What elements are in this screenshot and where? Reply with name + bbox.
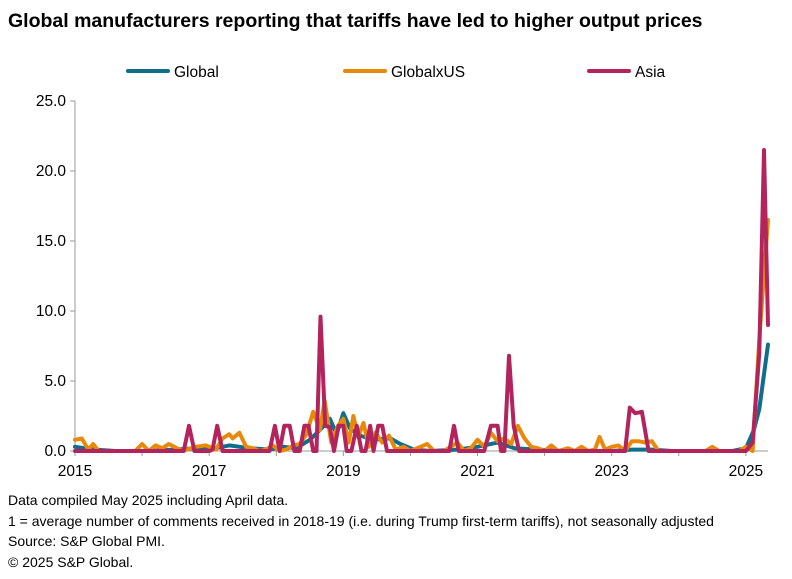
x-axis: 2015 2017 2019 2021 2023 2025 [58,450,768,480]
y-tick-label: 15.0 [36,233,67,250]
footnote-methodology: 1 = average number of comments received … [8,512,714,529]
footnote-source: Source: S&P Global PMI. [8,533,165,549]
x-tick-label: 2025 [729,463,763,480]
series-line-global [73,342,770,453]
y-tick-label: 0.0 [44,443,66,460]
legend-label-global: Global [174,64,219,81]
legend: Global GlobalxUS Asia [126,64,666,81]
x-tick-label: 2021 [460,463,494,480]
series-line-globalxus [73,218,770,453]
legend-label-asia: Asia [635,64,666,81]
line-chart: Global GlobalxUS Asia 0.0 5.0 10.0 15.0 20.0 25… [36,64,770,480]
x-tick-label: 2017 [192,463,226,480]
plot-area [73,148,770,453]
x-tick-label: 2019 [326,463,360,480]
y-tick-label: 25.0 [36,93,67,110]
y-tick-label: 5.0 [44,373,66,390]
legend-label-globalxus: GlobalxUS [391,64,465,81]
y-tick-label: 20.0 [36,163,67,180]
y-tick-label: 10.0 [36,303,67,320]
series-line-asia [73,148,770,453]
x-tick-label: 2015 [58,463,92,480]
chart-title: Global manufacturers reporting that tari… [8,10,703,32]
footnotes: Data compiled May 2025 including April d… [8,490,788,572]
footnote-copyright: © 2025 S&P Global. [8,553,134,570]
x-tick-label: 2023 [594,463,628,480]
footnote-data-compiled: Data compiled May 2025 including April d… [8,492,289,508]
y-axis: 0.0 5.0 10.0 15.0 20.0 25.0 [36,93,76,460]
